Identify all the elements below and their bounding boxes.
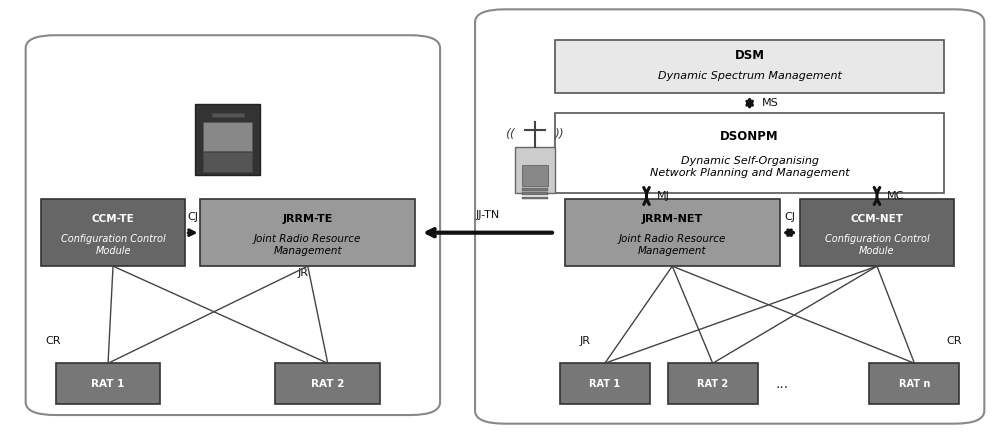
Bar	[668, 363, 758, 404]
Text: Dynamic Spectrum Management: Dynamic Spectrum Management	[658, 71, 842, 81]
Text: RAT 1: RAT 1	[91, 379, 125, 389]
Text: JRRM-TE: JRRM-TE	[283, 214, 333, 224]
Bar	[56, 363, 160, 404]
Text: RAT 2: RAT 2	[311, 379, 344, 389]
Text: ((: ((	[505, 128, 515, 141]
Bar	[41, 199, 185, 266]
Bar	[195, 104, 260, 175]
Text: MS: MS	[762, 98, 778, 108]
FancyBboxPatch shape	[475, 10, 984, 423]
Bar	[275, 363, 380, 404]
Bar	[800, 199, 954, 266]
Text: CR: CR	[947, 336, 962, 346]
Text: Joint Radio Resource
Management: Joint Radio Resource Management	[619, 234, 726, 255]
Text: ...: ...	[775, 377, 788, 391]
Text: JRRM-NET: JRRM-NET	[642, 214, 703, 224]
Text: MC: MC	[887, 191, 904, 201]
Bar	[515, 148, 555, 193]
Bar	[560, 363, 650, 404]
Text: RAT 1: RAT 1	[589, 379, 620, 389]
Text: CCM-NET: CCM-NET	[850, 214, 903, 224]
Text: JR: JR	[579, 336, 590, 346]
Bar	[212, 113, 244, 117]
Text: JR: JR	[298, 268, 309, 278]
Text: )): ))	[555, 128, 565, 141]
FancyBboxPatch shape	[26, 35, 440, 415]
Text: RAT n: RAT n	[899, 379, 930, 389]
Text: Dynamic Self-Organising
Network Planning and Management: Dynamic Self-Organising Network Planning…	[650, 156, 849, 178]
Bar	[522, 192, 548, 195]
Text: CR: CR	[45, 336, 61, 346]
Bar	[522, 188, 548, 191]
Text: Configuration Control
Module: Configuration Control Module	[825, 234, 929, 255]
Text: RAT 2: RAT 2	[697, 379, 728, 389]
Text: Joint Radio Resource
Management: Joint Radio Resource Management	[254, 234, 361, 255]
Text: DSM: DSM	[735, 49, 765, 62]
Bar	[200, 199, 415, 266]
Bar	[522, 197, 548, 199]
Bar	[565, 199, 780, 266]
Text: DSONPM: DSONPM	[720, 130, 779, 143]
Text: CCM-TE: CCM-TE	[92, 214, 134, 224]
Text: CJ: CJ	[187, 212, 198, 222]
Bar	[555, 113, 944, 193]
Text: MJ: MJ	[656, 191, 669, 201]
Bar	[555, 39, 944, 94]
Bar	[203, 122, 252, 151]
Text: CJ: CJ	[784, 212, 795, 222]
Text: JJ-TN: JJ-TN	[475, 210, 500, 220]
Bar	[522, 165, 548, 186]
Text: Configuration Control
Module: Configuration Control Module	[61, 234, 165, 255]
Bar	[203, 152, 252, 172]
Bar	[869, 363, 959, 404]
